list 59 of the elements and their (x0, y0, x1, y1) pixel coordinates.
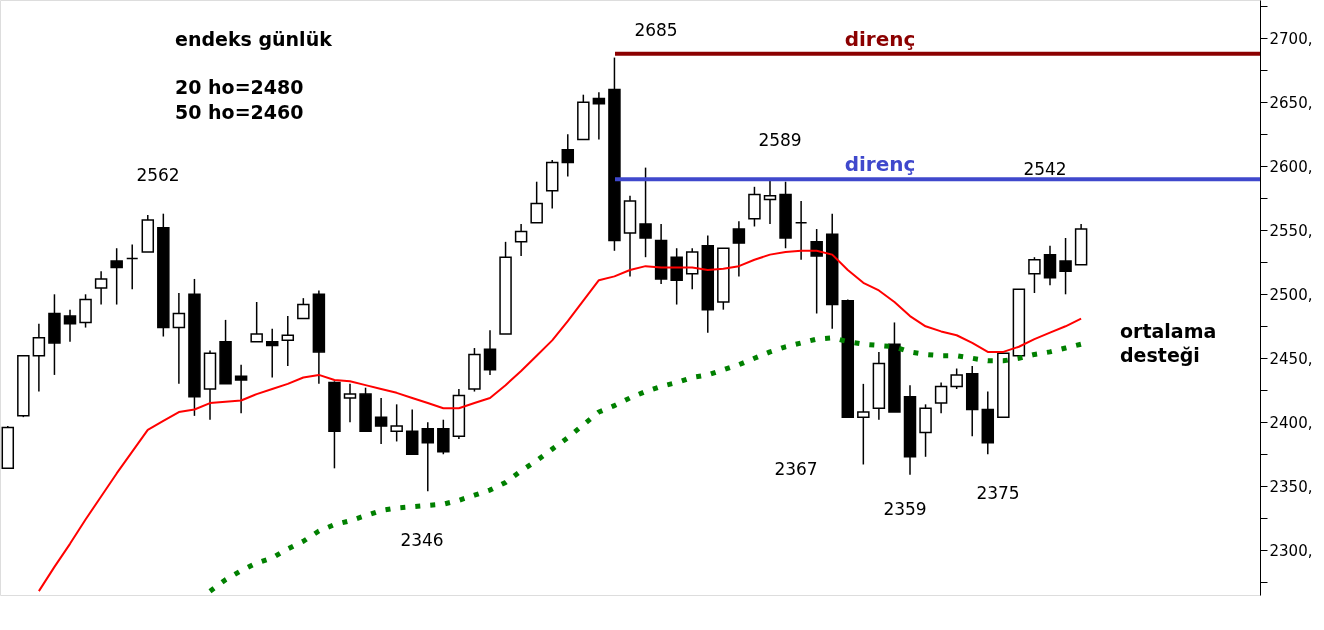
ref-line-label: direnç (844, 152, 916, 177)
candlestick (281, 315, 295, 367)
y-tick-label: 2600, (1269, 157, 1313, 176)
annotation: 2685 (634, 20, 678, 40)
candlestick (950, 367, 963, 390)
candlestick (32, 322, 46, 393)
candlestick (79, 293, 92, 329)
candlestick (421, 421, 435, 493)
candlestick (405, 408, 419, 455)
annotation: 20 ho=2480 (175, 76, 304, 98)
candlestick (592, 91, 606, 141)
annotation: 2375 (976, 483, 1020, 503)
y-tick-label: 2350, (1269, 477, 1313, 496)
candlestick (732, 220, 746, 278)
annotation: 2562 (136, 165, 180, 185)
text: endeks günlük (175, 28, 333, 50)
candlestick (530, 180, 543, 224)
candlestick (857, 383, 870, 466)
y-tick-label: 2300, (1269, 541, 1313, 560)
candlestick (390, 403, 403, 443)
candlestick (265, 328, 279, 379)
y-tick-label: 2500, (1269, 285, 1313, 304)
y-tick-label: 2650, (1269, 93, 1313, 112)
candlestick (763, 179, 777, 225)
y-tick-label: 2400, (1269, 413, 1313, 432)
candlestick (250, 301, 263, 343)
candlestick (483, 329, 497, 376)
candlestick (685, 247, 699, 290)
y-tick-label: 2550, (1269, 221, 1313, 240)
candlestick (1043, 244, 1057, 287)
candlestick (110, 247, 123, 306)
candlestick (63, 308, 77, 343)
y-tick-label: 2700, (1269, 29, 1313, 48)
candlestick (934, 381, 948, 415)
candlestick (94, 270, 108, 306)
candlestick (1028, 256, 1041, 294)
annotation: ortalama desteği (1120, 320, 1217, 366)
candlestick (1059, 237, 1072, 296)
candlestick (639, 166, 652, 258)
candlestick (670, 247, 683, 306)
annotation: 50 ho=2460 (175, 101, 304, 123)
candlestick (810, 228, 823, 315)
candlestick (374, 397, 388, 445)
y-tick-label: 2450, (1269, 349, 1313, 368)
candlestick (343, 383, 357, 424)
candlestick (125, 243, 139, 290)
candlestick (297, 297, 310, 320)
annotation: 2346 (400, 530, 444, 550)
candlestick (172, 292, 186, 385)
annotation: 2367 (774, 459, 818, 479)
candlestick (794, 200, 808, 261)
annotation: 2542 (1023, 159, 1067, 179)
candlestick (437, 418, 450, 455)
candlestick (561, 133, 575, 178)
candlestick (234, 363, 248, 415)
annotation: 2359 (883, 499, 927, 519)
candlestick (514, 223, 528, 257)
annotation: 2589 (758, 130, 802, 150)
ref-line-label: direnç (844, 26, 916, 51)
